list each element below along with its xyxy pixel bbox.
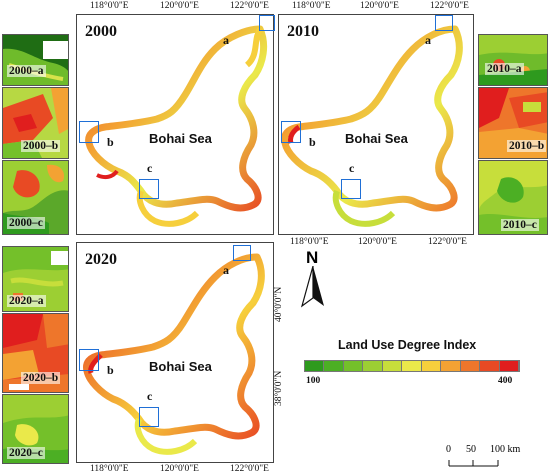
zoom-box-b-2020[interactable] xyxy=(79,349,99,371)
coastline-map-2020 xyxy=(83,253,265,455)
zoom-box-a-2010[interactable] xyxy=(435,15,453,31)
inset-label-2010-c: 2010–c xyxy=(501,219,539,231)
coastline-map-2000 xyxy=(85,25,268,227)
top-tick-3-2000: 122°0'0"E xyxy=(230,1,269,11)
zoom-box-c-2010[interactable] xyxy=(341,179,361,199)
legend-color-bar xyxy=(304,360,520,372)
legend-swatch xyxy=(363,361,383,371)
legend-min-label: 100 xyxy=(306,376,321,386)
zoom-label-a-2020: a xyxy=(223,263,229,277)
inset-2010-a-image xyxy=(479,35,547,85)
year-label-2010: 2010 xyxy=(287,23,319,40)
inset-label-2020-c: 2020–c xyxy=(7,447,45,459)
legend-swatch xyxy=(441,361,461,371)
scale-bar: 0 50 100 km xyxy=(446,444,546,472)
zoom-label-c-2020: c xyxy=(147,389,153,403)
zoom-box-c-2000[interactable] xyxy=(139,179,159,199)
inset-2000-b-image xyxy=(3,88,68,158)
zoom-box-a-2020[interactable] xyxy=(233,245,251,261)
inset-label-2000-a: 2000–a xyxy=(7,65,46,77)
inset-2000-c: 2000–c xyxy=(2,160,69,235)
legend-swatch xyxy=(324,361,344,371)
scale-label-50: 50 xyxy=(466,444,476,455)
map-panel-2010: 2010 Bohai Sea a b c xyxy=(278,14,474,235)
legend-max-label: 400 xyxy=(498,376,513,386)
zoom-label-b-2010: b xyxy=(309,135,316,149)
bottom-tick-1-2010: 118°0'0"E xyxy=(290,237,329,247)
inset-2020-c-image xyxy=(3,395,68,463)
lat-tick-1-2020: 40°0'0"N xyxy=(274,286,284,322)
north-arrow-icon xyxy=(300,266,324,308)
north-arrow: N xyxy=(300,248,326,310)
map-panel-2020: 2020 Bohai Sea a b c xyxy=(76,242,274,463)
scale-label-0: 0 xyxy=(446,444,451,455)
top-tick-1-2010: 118°0'0"E xyxy=(292,1,331,11)
zoom-box-c-2020[interactable] xyxy=(139,407,159,427)
map-panel-2000: 2000 Bohai Sea a b c xyxy=(76,14,275,235)
inset-2020-b: 2020–b xyxy=(2,313,69,393)
sea-label-2020: Bohai Sea xyxy=(149,359,212,374)
zoom-box-b-2000[interactable] xyxy=(79,121,99,143)
bottom-tick-2-2010: 120°0'0"E xyxy=(358,237,397,247)
sea-label-2000: Bohai Sea xyxy=(149,131,212,146)
legend-swatch xyxy=(382,361,403,371)
bottom-tick-1-2020: 118°0'0"E xyxy=(90,464,129,474)
north-label: N xyxy=(306,248,319,267)
zoom-label-a-2010: a xyxy=(425,33,431,47)
legend-swatch xyxy=(343,361,364,371)
top-tick-1-2000: 118°0'0"E xyxy=(90,1,129,11)
legend-swatch xyxy=(402,361,422,371)
top-tick-3-2010: 122°0'0"E xyxy=(430,1,469,11)
inset-2020-a: 2020–a xyxy=(2,246,69,312)
inset-2000-b: 2000–b xyxy=(2,87,69,159)
lat-tick-2-2020: 38°0'0"N xyxy=(274,370,284,406)
sea-label-2010: Bohai Sea xyxy=(345,131,408,146)
zoom-label-c-2010: c xyxy=(349,161,355,175)
legend-swatch xyxy=(460,361,481,371)
inset-2020-c: 2020–c xyxy=(2,394,69,464)
inset-label-2010-a: 2010–a xyxy=(485,63,524,75)
inset-2010-c: 2010–c xyxy=(478,160,548,235)
year-label-2000: 2000 xyxy=(85,23,117,40)
top-tick-2-2000: 120°0'0"E xyxy=(160,1,199,11)
zoom-box-b-2010[interactable] xyxy=(281,121,301,143)
bottom-tick-3-2020: 122°0'0"E xyxy=(230,464,269,474)
year-label-2020: 2020 xyxy=(85,251,117,268)
legend-swatch xyxy=(480,361,500,371)
inset-2010-b: 2010–b xyxy=(478,87,548,159)
bottom-tick-2-2020: 120°0'0"E xyxy=(160,464,199,474)
legend-title: Land Use Degree Index xyxy=(338,338,477,352)
zoom-box-a-2000[interactable] xyxy=(259,15,275,31)
top-tick-2-2010: 120°0'0"E xyxy=(360,1,399,11)
legend-swatch xyxy=(421,361,442,371)
inset-label-2020-b: 2020–b xyxy=(21,372,61,384)
inset-label-2010-b: 2010–b xyxy=(507,140,547,152)
scale-label-100: 100 km xyxy=(490,444,521,455)
coastline-map-2010 xyxy=(281,25,463,227)
zoom-label-c-2000: c xyxy=(147,161,153,175)
bottom-tick-3-2010: 122°0'0"E xyxy=(428,237,467,247)
zoom-label-a-2000: a xyxy=(223,33,229,47)
inset-label-2000-c: 2000–c xyxy=(7,217,45,229)
legend-swatch xyxy=(499,361,519,371)
zoom-label-b-2020: b xyxy=(107,363,114,377)
inset-label-2000-b: 2000–b xyxy=(21,140,61,152)
inset-2000-a: 2000–a xyxy=(2,34,69,86)
inset-2000-a-image xyxy=(3,35,68,85)
legend-swatch xyxy=(305,361,325,371)
inset-2010-a: 2010–a xyxy=(478,34,548,86)
scale-bar-line xyxy=(448,460,499,467)
zoom-label-b-2000: b xyxy=(107,135,114,149)
inset-label-2020-a: 2020–a xyxy=(7,295,46,307)
